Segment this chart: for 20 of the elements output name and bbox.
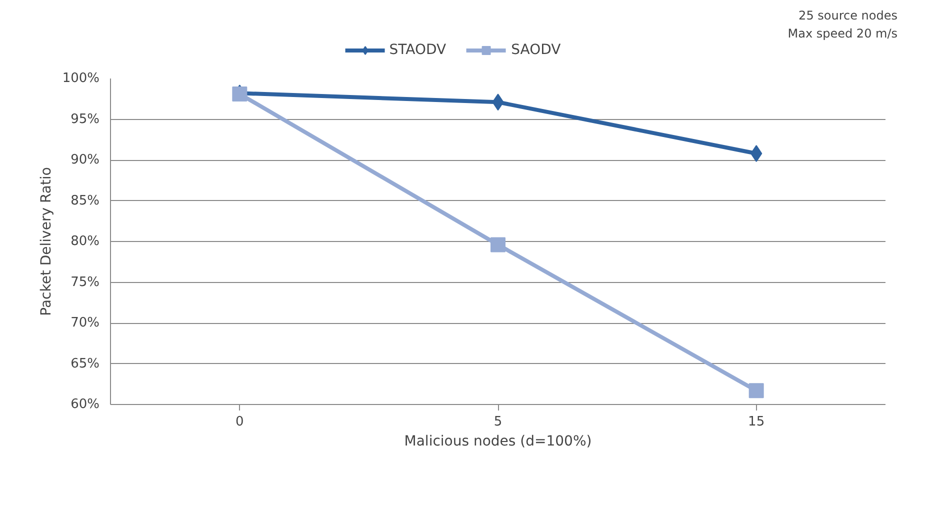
- y-tick-label: 60%: [70, 397, 100, 412]
- x-tick-label: 5: [494, 414, 502, 430]
- legend-label: STAODV: [389, 42, 446, 58]
- y-tick-label: 75%: [70, 274, 100, 290]
- y-tick-label: 80%: [70, 234, 100, 249]
- y-tick-label: 95%: [70, 112, 100, 127]
- point: [490, 237, 506, 252]
- legend-label: SAODV: [511, 42, 561, 58]
- y-tick-label: 65%: [70, 356, 100, 372]
- y-tick-label: 85%: [70, 193, 100, 208]
- x-tick-label: 0: [236, 414, 244, 430]
- point: [748, 383, 764, 398]
- y-tick-label: 70%: [70, 316, 100, 330]
- text: 25 source nodes: [798, 8, 898, 22]
- y-tick-label: 100%: [62, 71, 100, 86]
- x-axis-title: Malicious nodes (d=100%): [404, 434, 592, 450]
- y-axis-title: Packet Delivery Ratio: [38, 167, 54, 316]
- y-tick-label: 90%: [70, 152, 100, 168]
- text: Max speed 20 m/s: [788, 26, 898, 40]
- x-tick-label: 15: [748, 414, 765, 430]
